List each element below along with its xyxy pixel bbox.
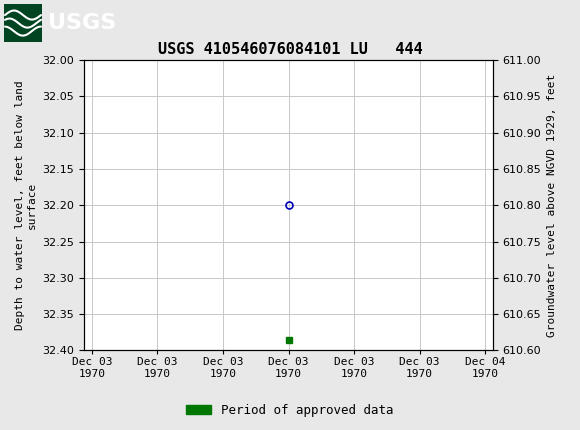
Text: USGS: USGS: [48, 13, 116, 33]
Legend: Period of approved data: Period of approved data: [181, 399, 399, 421]
Text: USGS 410546076084101 LU   444: USGS 410546076084101 LU 444: [158, 42, 422, 57]
Y-axis label: Groundwater level above NGVD 1929, feet: Groundwater level above NGVD 1929, feet: [547, 74, 557, 337]
Bar: [4, 4, 42, 42]
Y-axis label: Depth to water level, feet below land
surface: Depth to water level, feet below land su…: [15, 80, 37, 330]
